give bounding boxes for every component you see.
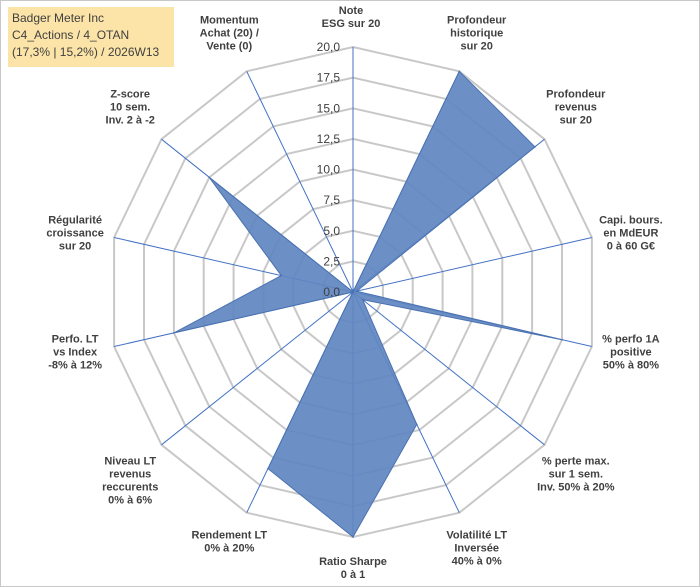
axis-label-line: ESG sur 20 xyxy=(322,18,381,30)
axis-label: % perfo 1A positive 50% à 80% xyxy=(602,333,660,371)
axis-label-line: Perfo. LT xyxy=(52,333,99,345)
tick-label: 5,0 xyxy=(323,224,340,238)
axis-label-line: 0 à 60 G€ xyxy=(607,241,655,253)
axis-label-line: vs Index xyxy=(53,346,98,358)
axis-label: Profondeur historique sur 20 xyxy=(447,14,507,52)
data-point xyxy=(173,332,175,334)
data-point xyxy=(355,290,358,293)
axis-label-line: revenus xyxy=(109,469,151,481)
axis-label-line: Z-score xyxy=(110,89,150,101)
axis-label: Perfo. LT vs Index -8% à 12% xyxy=(48,333,102,371)
axis-label: Capi. bours. en MdEUR 0 à 60 G€ xyxy=(599,215,663,253)
axis-label-line: Capi. bours. xyxy=(599,215,663,227)
axis-label-line: Profondeur xyxy=(447,14,507,26)
axis-spoke-9 xyxy=(161,291,354,446)
axis-label: Niveau LT revenus reccurents 0% à 6% xyxy=(102,456,158,507)
axis-label-line: % perfo 1A xyxy=(602,333,660,345)
axis-spoke-13 xyxy=(246,71,354,293)
axis-label-line: croissance xyxy=(46,228,103,240)
axis-label-line: Inv. 50% à 20% xyxy=(537,482,615,494)
axis-label-line: en MdEUR xyxy=(603,228,658,240)
company-name: Badger Meter Inc xyxy=(12,11,105,25)
axis-label-line: Rendement LT xyxy=(192,530,268,542)
axis-label: % perte max. sur 1 sem. Inv. 50% à 20% xyxy=(537,456,615,494)
tick-label: 10,0 xyxy=(317,163,341,177)
tick-label: 7,5 xyxy=(323,193,340,207)
tick-label: 20,0 xyxy=(317,40,341,54)
axis-label: Rendement LT 0% à 20% xyxy=(192,530,268,555)
axis-spoke-3 xyxy=(352,237,593,293)
axis-label-line: sur 20 xyxy=(560,115,592,127)
axis-label-line: 0 à 1 xyxy=(341,569,365,581)
data-point xyxy=(534,146,536,148)
axis-label-line: historique xyxy=(450,27,503,39)
axis-label-line: Régularité xyxy=(48,215,102,227)
tick-label: 0,0 xyxy=(323,285,340,299)
axis-label-line: Profondeur xyxy=(546,89,606,101)
performance-period: (17,3% | 15,2%) / 2026W13 xyxy=(12,45,160,59)
axis-label-line: Niveau LT xyxy=(104,456,156,468)
axis-label: Régularité croissance sur 20 xyxy=(46,215,103,253)
tick-label: 17,5 xyxy=(317,71,341,85)
radar-series xyxy=(173,70,563,538)
tick-label: 2,5 xyxy=(323,254,340,268)
data-point xyxy=(361,298,364,301)
axis-label: Ratio Sharpe 0 à 1 xyxy=(319,556,387,581)
axis-label-line: sur 20 xyxy=(460,40,492,52)
axis-label-line: sur 20 xyxy=(59,241,91,253)
axis-label-line: Volatilité LT xyxy=(446,530,507,542)
axis-label-line: 10 sem. xyxy=(110,102,150,114)
axis-label: Z-score 10 sem. Inv. 2 à -2 xyxy=(106,89,155,127)
axis-label-line: % perte max. xyxy=(542,456,610,468)
axis-labels: Note ESG sur 20 Profondeur historique sur 20… xyxy=(46,5,662,581)
data-point xyxy=(352,291,354,293)
data-point xyxy=(458,70,461,73)
chart-title-box: Badger Meter Inc C4_Actions / 4_OTAN (17… xyxy=(8,7,174,67)
axis-label-line: Inversée xyxy=(454,543,499,555)
axis-label-line: reccurents xyxy=(102,482,158,494)
axis-label-line: sur 1 sem. xyxy=(549,469,603,481)
axis-label-line: 0% à 20% xyxy=(204,543,254,555)
axis-label-line: Ratio Sharpe xyxy=(319,556,387,568)
axis-label-line: Vente (0) xyxy=(206,40,252,52)
data-point xyxy=(208,176,211,179)
axis-label-line: -8% à 12% xyxy=(48,359,102,371)
axis-label-line: positive xyxy=(610,346,652,358)
axis-label: Volatilité LT Inversée 40% à 0% xyxy=(446,530,507,568)
axis-label-line: Inv. 2 à -2 xyxy=(106,115,155,127)
axis-label-line: revenus xyxy=(555,102,597,114)
axis-label: Momentum Achat (20) / Vente (0) xyxy=(200,14,259,52)
axis-label-line: 50% à 80% xyxy=(603,359,659,371)
axis-label-line: Momentum xyxy=(200,14,259,26)
series-area xyxy=(173,70,563,538)
axis-label-line: 0% à 6% xyxy=(108,495,152,507)
tick-label: 12,5 xyxy=(317,132,341,146)
data-point xyxy=(267,467,269,470)
data-point xyxy=(352,536,354,538)
radial-tick-labels: 0,0 2,5 5,0 7,5 10,0 12,5 15,0 17,5 20,0 xyxy=(317,40,341,299)
axis-label: Note ESG sur 20 xyxy=(322,5,381,30)
portfolio-path: C4_Actions / 4_OTAN xyxy=(12,28,130,42)
tick-label: 15,0 xyxy=(317,101,341,115)
axis-spoke-5 xyxy=(352,291,545,446)
data-point xyxy=(561,338,563,341)
axis-label: Profondeur revenus sur 20 xyxy=(546,89,606,127)
axis-label-line: Note xyxy=(339,5,363,17)
data-point xyxy=(416,423,418,426)
axis-label-line: Achat (20) / xyxy=(200,27,259,39)
axis-label-line: 40% à 0% xyxy=(452,556,502,568)
data-point xyxy=(280,274,283,277)
